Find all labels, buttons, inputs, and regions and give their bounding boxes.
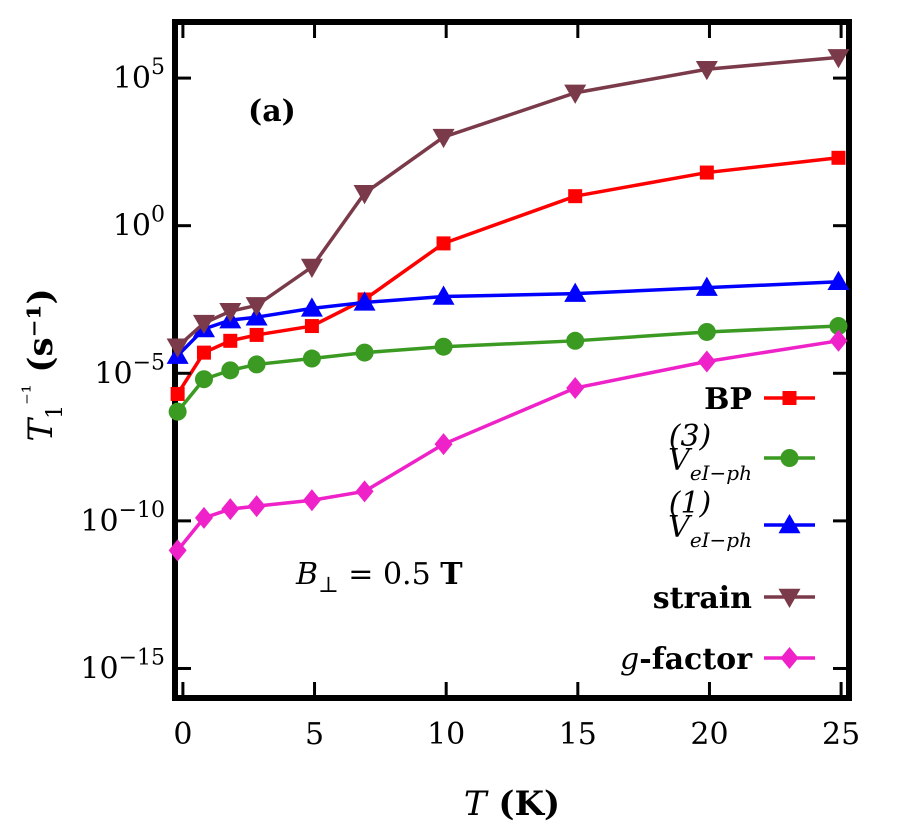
data-point — [247, 495, 266, 518]
legend-entry: g-factor — [620, 642, 815, 677]
data-point — [827, 49, 850, 69]
legend-swatch-marker — [780, 647, 799, 669]
data-point — [697, 350, 716, 373]
legend-swatch-marker — [778, 514, 801, 534]
legend-swatch-marker — [780, 449, 799, 467]
legend-swatch-marker — [782, 391, 797, 405]
x-tick-label: 20 — [690, 717, 728, 752]
data-point — [699, 165, 714, 180]
legend-entry: VeI−ph(1) — [668, 486, 815, 552]
data-point — [355, 343, 374, 362]
y-tick-label: 10−5 — [94, 350, 165, 391]
series-line — [176, 324, 839, 413]
data-point — [353, 184, 376, 205]
y-axis-title: T1⁻¹ (s⁻¹) — [19, 288, 68, 441]
data-point — [194, 370, 213, 389]
series-line — [176, 339, 839, 552]
data-point — [697, 322, 716, 341]
series-bp — [170, 150, 846, 401]
data-point — [219, 303, 242, 323]
data-point — [831, 150, 846, 165]
data-point — [302, 489, 321, 512]
series-line — [176, 280, 839, 357]
field-annotation: B⊥ = 0.5 T — [295, 557, 463, 598]
data-point — [168, 402, 187, 421]
data-point — [432, 285, 455, 305]
legend-entry: BP — [704, 382, 815, 417]
x-tick-label: 0 — [173, 717, 192, 752]
data-point — [192, 314, 215, 335]
data-point — [166, 338, 189, 358]
legend-label: g-factor — [620, 642, 753, 677]
legend-swatch-marker — [778, 588, 801, 608]
legend-entry: strain — [653, 581, 815, 616]
y-tick-label: 10−10 — [80, 498, 165, 539]
data-point — [247, 355, 266, 374]
x-tick-label: 25 — [822, 717, 860, 752]
x-tick-label: 15 — [559, 717, 597, 752]
legend-label: strain — [653, 581, 752, 616]
data-point — [829, 317, 848, 336]
data-point — [168, 539, 187, 562]
y-tick-label: 10−15 — [80, 645, 165, 686]
data-point — [302, 349, 321, 368]
legend-label: VeI−ph — [668, 443, 752, 485]
x-tick-label: 10 — [427, 717, 465, 752]
data-point — [566, 377, 585, 400]
data-point — [432, 128, 455, 149]
series-v-3-ei-ph — [168, 317, 848, 421]
y-tick-label: 100 — [113, 203, 165, 244]
x-tick-label: 5 — [305, 717, 324, 752]
data-point — [568, 189, 583, 204]
axis-ticks: 0 5 10 15 20 25 105 100 10−5 10−10 10−15 — [80, 22, 860, 752]
data-point — [564, 282, 587, 302]
data-point — [353, 291, 376, 311]
series-line — [176, 156, 839, 395]
data-point — [300, 258, 323, 279]
data-point — [434, 433, 453, 456]
series-g-factor — [168, 329, 848, 562]
data-point — [249, 327, 264, 342]
panel-label: (a) — [248, 94, 296, 129]
data-point — [300, 297, 323, 317]
data-point — [564, 84, 587, 104]
data-point — [223, 333, 238, 348]
data-point — [566, 331, 585, 350]
plot-area — [166, 19, 852, 701]
data-point — [304, 319, 319, 334]
data-point — [355, 480, 374, 503]
data-point — [221, 498, 240, 521]
legend-label-superscript: (1) — [669, 486, 712, 521]
legend-label: BP — [704, 382, 752, 417]
series-strain — [166, 49, 850, 358]
data-point — [221, 361, 240, 380]
data-point — [196, 345, 211, 360]
series-line — [176, 55, 839, 349]
data-point — [829, 329, 848, 352]
data-point — [436, 236, 451, 251]
legend-label-superscript: (3) — [669, 419, 712, 454]
data-point — [194, 506, 213, 529]
data-point — [170, 386, 185, 401]
legend-label: VeI−ph — [668, 510, 752, 552]
legend-entry: VeI−ph(3) — [668, 419, 815, 485]
series-v-1-ei-ph — [166, 270, 850, 364]
data-point — [695, 276, 718, 296]
data-point — [827, 270, 850, 291]
x-axis-title: T (K) — [464, 784, 560, 824]
data-point — [245, 297, 268, 317]
data-point — [695, 60, 718, 81]
data-point — [434, 337, 453, 356]
y-tick-label: 105 — [113, 55, 165, 96]
